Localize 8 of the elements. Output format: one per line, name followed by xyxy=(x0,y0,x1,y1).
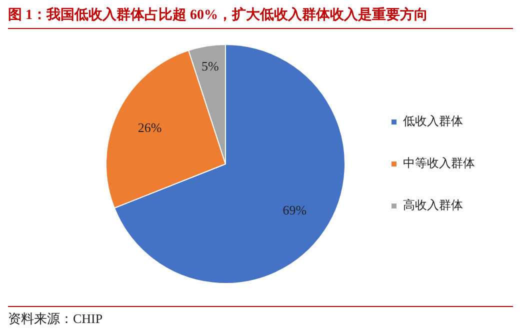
data-label: 26% xyxy=(138,120,162,135)
legend-label: 低收入群体 xyxy=(403,114,463,128)
legend-label: 高收入群体 xyxy=(403,198,463,212)
legend-label: 中等收入群体 xyxy=(403,156,475,170)
text: 资料来源：CHIP xyxy=(8,306,513,328)
chart-title: 图 1：我国低收入群体占比超 60%，扩大低收入群体收入是重要方向 xyxy=(8,6,513,29)
data-label: 5% xyxy=(202,58,219,74)
data-label: 69% xyxy=(282,202,307,218)
